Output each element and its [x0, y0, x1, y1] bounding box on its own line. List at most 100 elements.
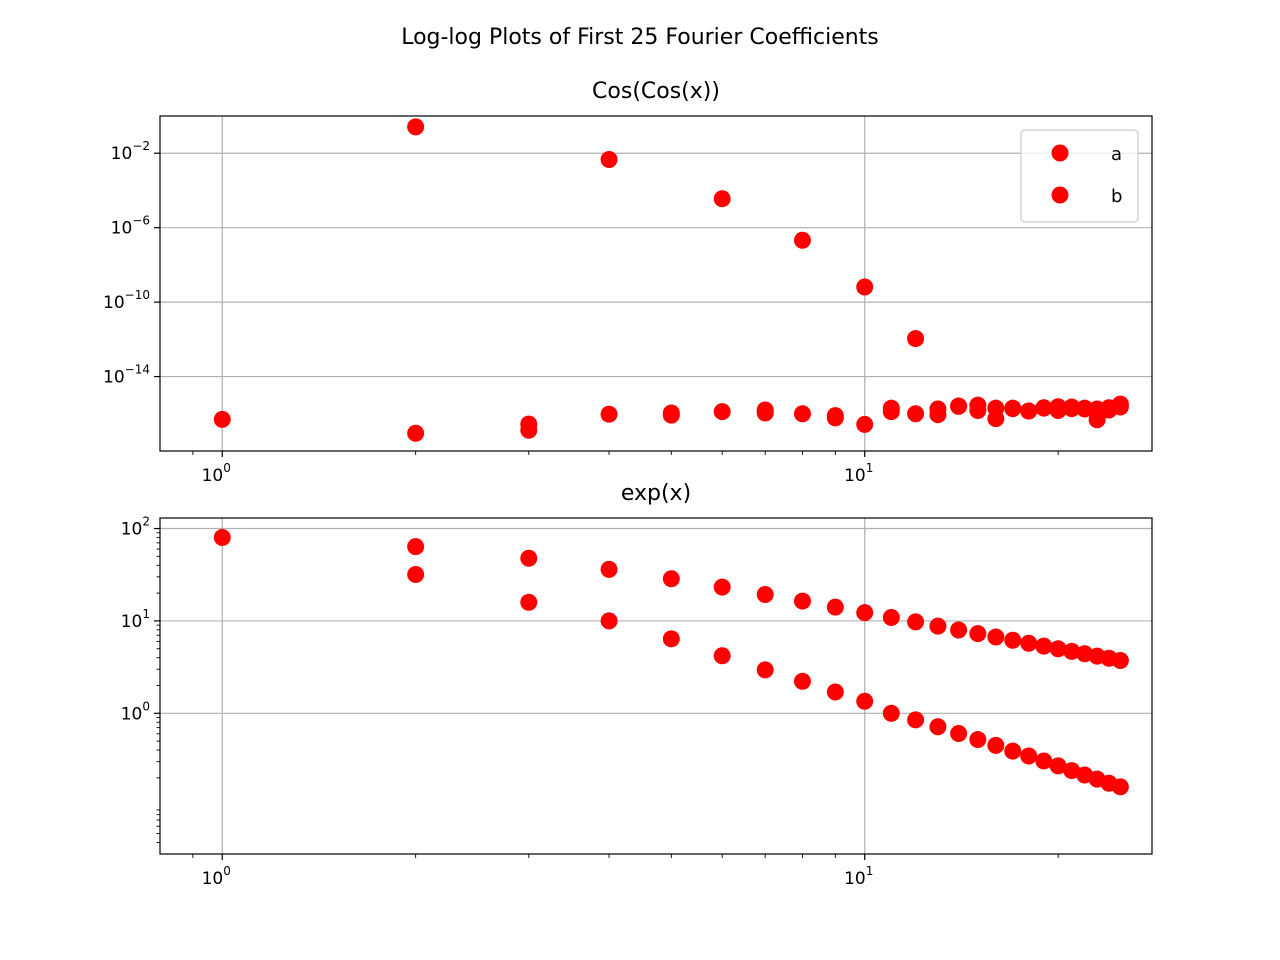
data-point	[520, 549, 538, 567]
data-point	[213, 410, 231, 428]
data-point	[1004, 742, 1022, 760]
data-point	[987, 628, 1005, 646]
data-point	[882, 608, 900, 626]
data-point	[826, 409, 844, 427]
data-point	[600, 560, 618, 578]
data-point	[1020, 634, 1038, 652]
minor-ticks	[156, 532, 1059, 858]
data-point	[756, 404, 774, 422]
panel-cos-cos: 100 101 10−2 10−6 10−10 10−14 Cos(Cos(x)) ab	[103, 79, 1153, 486]
data-point	[907, 711, 925, 729]
data-point	[1063, 398, 1081, 416]
data-point	[713, 647, 731, 665]
data-point	[793, 231, 811, 249]
data-point	[713, 403, 731, 421]
data-point	[929, 617, 947, 635]
data-point	[987, 736, 1005, 754]
data-point	[1111, 398, 1129, 416]
data-point	[987, 410, 1005, 428]
minor-ticks	[192, 451, 1059, 455]
axes-title: Cos(Cos(x))	[592, 79, 720, 104]
data-point	[600, 405, 618, 423]
data-point	[929, 718, 947, 736]
data-point	[662, 630, 680, 648]
axes-frame	[159, 115, 1153, 452]
data-point	[407, 538, 425, 556]
major-ticks: 100 101 102 101 100	[121, 515, 874, 889]
data-point	[1004, 399, 1022, 417]
data-point	[826, 683, 844, 701]
axes-title: exp(x)	[621, 481, 691, 506]
panel-exp: 100 101 102 101 100 exp(x)	[121, 481, 1153, 889]
data-point	[662, 406, 680, 424]
data-point	[713, 190, 731, 208]
data-point	[1076, 399, 1094, 417]
data-point	[856, 278, 874, 296]
y-tick-label: 10−2	[111, 139, 150, 164]
axes-frame	[159, 517, 1153, 855]
data-point	[1049, 757, 1067, 775]
data-point	[969, 625, 987, 643]
x-tick-label: 100	[202, 461, 231, 486]
x-tick-label: 101	[844, 864, 873, 889]
data-point	[1111, 651, 1129, 669]
legend-marker	[1051, 144, 1069, 162]
data-point	[1063, 762, 1081, 780]
data-point	[1088, 411, 1106, 429]
data-point	[1035, 637, 1053, 655]
data-points	[213, 118, 1129, 442]
data-point	[713, 578, 731, 596]
data-point	[756, 661, 774, 679]
data-point	[1004, 631, 1022, 649]
data-point	[1035, 752, 1053, 770]
data-point	[950, 397, 968, 415]
data-points	[213, 528, 1129, 796]
legend-label: a	[1111, 144, 1122, 165]
data-point	[407, 118, 425, 136]
legend-label: b	[1111, 186, 1122, 207]
data-point	[950, 724, 968, 742]
data-point	[907, 330, 925, 348]
data-point	[756, 586, 774, 604]
grid-lines	[160, 116, 1152, 451]
legend-box	[1020, 129, 1139, 223]
data-point	[520, 593, 538, 611]
data-point	[520, 415, 538, 433]
data-point	[600, 150, 618, 168]
data-point	[856, 692, 874, 710]
major-ticks: 100 101 10−2 10−6 10−10 10−14	[103, 139, 873, 486]
data-point	[969, 402, 987, 420]
data-point	[1020, 402, 1038, 420]
data-point	[907, 613, 925, 631]
legend: ab	[1020, 129, 1139, 223]
data-point	[950, 621, 968, 639]
data-point	[856, 604, 874, 622]
data-point	[1049, 640, 1067, 658]
y-tick-label: 10−6	[111, 214, 150, 239]
x-tick-label: 101	[844, 461, 873, 486]
data-point	[662, 570, 680, 588]
y-tick-label: 10−14	[103, 363, 150, 388]
data-point	[826, 598, 844, 616]
data-point	[856, 415, 874, 433]
y-tick-label: 102	[121, 515, 150, 540]
data-point	[882, 704, 900, 722]
data-point	[907, 405, 925, 423]
data-point	[929, 406, 947, 424]
data-point	[407, 565, 425, 583]
data-point	[793, 405, 811, 423]
data-point	[1020, 747, 1038, 765]
data-point	[407, 424, 425, 442]
figure-suptitle: Log-log Plots of First 25 Fourier Coeffi…	[401, 25, 879, 50]
data-point	[793, 592, 811, 610]
data-point	[1063, 642, 1081, 660]
grid-lines	[160, 518, 1152, 854]
y-tick-label: 10−10	[103, 288, 150, 313]
y-tick-label: 101	[121, 607, 150, 632]
data-point	[1035, 399, 1053, 417]
data-point	[882, 403, 900, 421]
data-point	[1111, 778, 1129, 796]
data-point	[600, 612, 618, 630]
data-point	[1049, 402, 1067, 420]
